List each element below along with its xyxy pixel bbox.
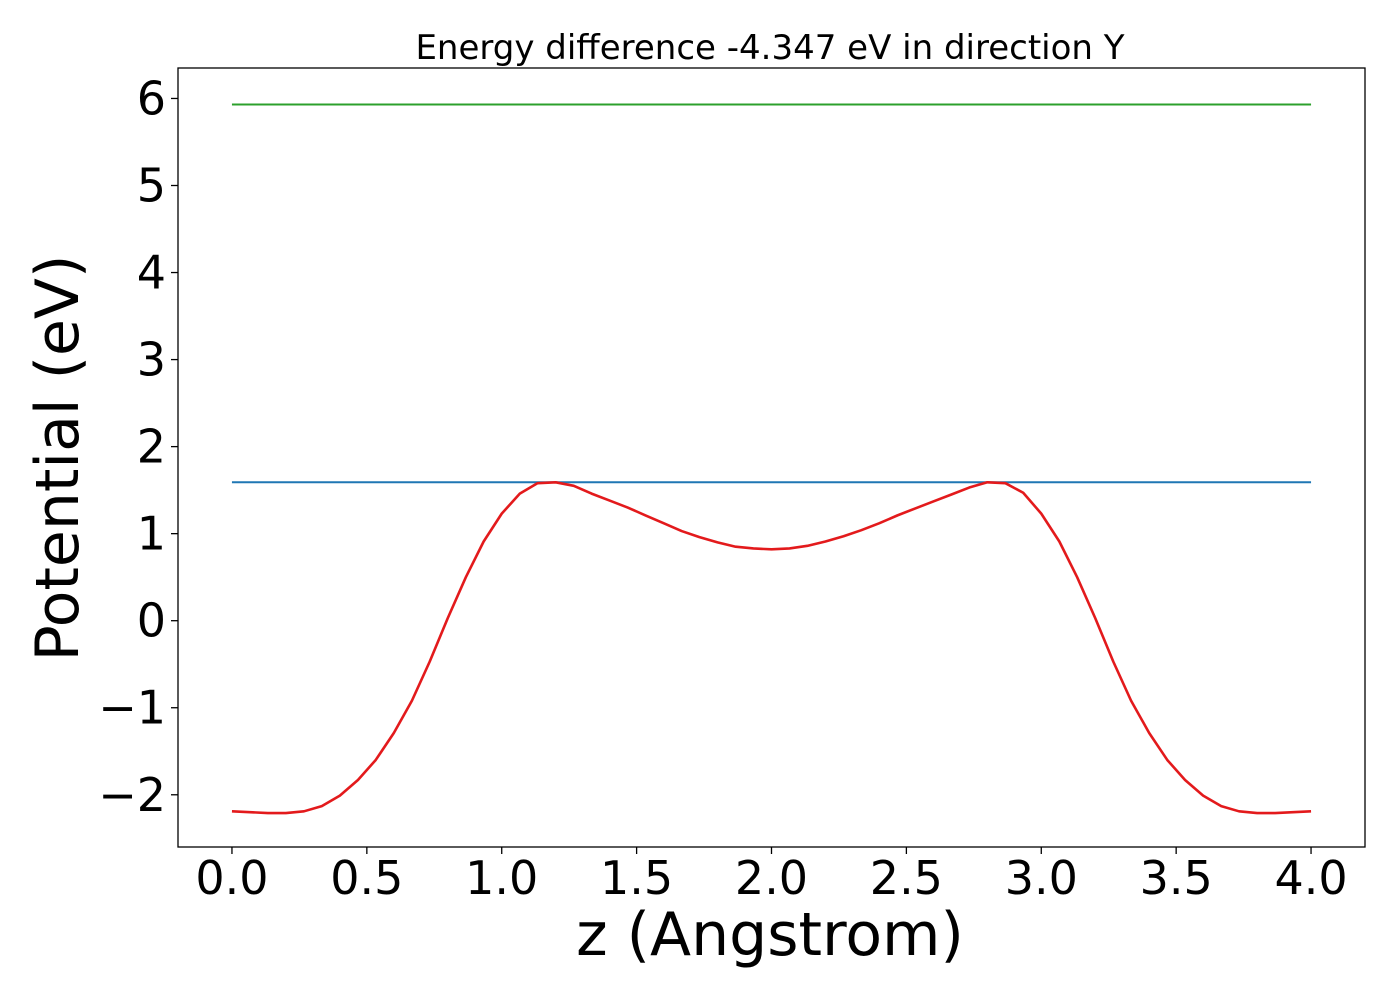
y-axis-label: Potential (eV) [23, 255, 93, 662]
x-tick-label: 3.5 [1140, 851, 1213, 905]
x-tick-label: 3.0 [1005, 851, 1078, 905]
chart-title: Energy difference -4.347 eV in direction… [415, 28, 1124, 68]
y-tick-label: 2 [137, 420, 166, 474]
y-tick-label: −2 [98, 768, 166, 822]
x-tick-label: 4.0 [1274, 851, 1347, 905]
y-tick-label: 3 [137, 333, 166, 387]
x-tick-label: 0.0 [195, 851, 268, 905]
x-axis: 0.0 0.5 1.0 1.5 2.0 2.5 3.0 3.5 4.0 [195, 847, 1348, 905]
y-tick-label: 1 [137, 507, 166, 561]
x-tick-label: 1.5 [600, 851, 673, 905]
y-tick-label: 5 [137, 159, 166, 213]
y-tick-label: 6 [137, 71, 166, 125]
x-axis-label: z (Angstrom) [576, 900, 964, 970]
x-tick-label: 1.0 [465, 851, 538, 905]
series-layer [231, 103, 1312, 815]
x-tick-label: 2.5 [870, 851, 943, 905]
y-axis: −2 −1 0 1 2 3 4 5 6 [98, 71, 178, 822]
x-tick-label: 0.5 [330, 851, 403, 905]
y-tick-label: 4 [137, 246, 166, 300]
y-tick-label: −1 [98, 681, 166, 735]
y-tick-label: 0 [137, 594, 166, 648]
x-tick-label: 2.0 [735, 851, 808, 905]
series-line-2 [231, 481, 1312, 815]
